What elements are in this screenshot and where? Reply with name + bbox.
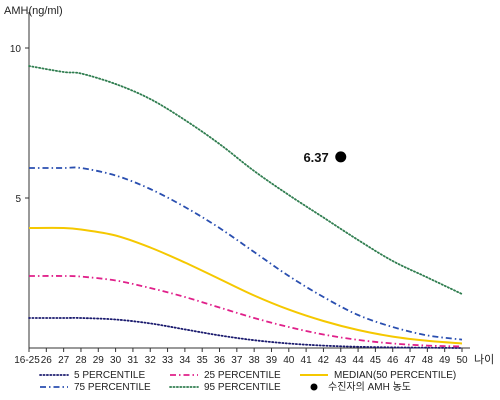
series-line-5 xyxy=(28,65,463,295)
x-tick-label: 40 xyxy=(283,355,295,366)
legend-label-3: MEDIAN(50 PERCENTILE) xyxy=(334,370,456,381)
x-axis-title: 나이 xyxy=(474,353,494,366)
patient-amh-point xyxy=(335,151,347,163)
legend-label-4: 75 PERCENTILE xyxy=(74,382,151,393)
x-tick-label: 48 xyxy=(422,355,434,366)
x-tick-label: 30 xyxy=(110,355,122,366)
x-tick-label: 38 xyxy=(249,355,261,366)
x-tick-label: 43 xyxy=(335,355,347,366)
x-tick-label: 31 xyxy=(127,355,139,366)
y-tick-label: 10 xyxy=(10,44,22,55)
legend-label-2: 25 PERCENTILE xyxy=(204,370,281,381)
x-tick-label: 44 xyxy=(353,355,365,366)
x-tick-label: 49 xyxy=(439,355,451,366)
x-tick-label: 37 xyxy=(231,355,243,366)
series-line-3 xyxy=(28,226,463,345)
x-tick-label: 47 xyxy=(404,355,416,366)
x-tick-label: 45 xyxy=(370,355,382,366)
legend-point-marker xyxy=(310,383,318,391)
x-tick-label: 32 xyxy=(145,355,157,366)
x-tick-label: 16-25 xyxy=(14,355,40,366)
series-line-1 xyxy=(28,316,463,349)
x-tick-label: 26 xyxy=(41,355,53,366)
x-tick-label: 35 xyxy=(197,355,209,366)
patient-amh-value-label: 6.37 xyxy=(303,150,328,165)
x-tick-label: 39 xyxy=(266,355,278,366)
x-tick-label: 42 xyxy=(318,355,330,366)
legend-label-5: 95 PERCENTILE xyxy=(204,382,281,393)
y-axis-title: AMH(ng/ml) xyxy=(4,5,63,17)
x-tick-label: 50 xyxy=(456,355,468,366)
x-tick-label: 34 xyxy=(179,355,191,366)
y-tick-label: 5 xyxy=(15,194,21,205)
x-tick-label: 27 xyxy=(58,355,70,366)
x-tick-label: 41 xyxy=(301,355,313,366)
x-tick-label: 29 xyxy=(93,355,105,366)
legend-label-1: 5 PERCENTILE xyxy=(74,370,145,381)
legend-point-label: 수진자의 AMH 농도 xyxy=(328,381,411,393)
series-line-4 xyxy=(29,166,463,341)
x-tick-label: 36 xyxy=(214,355,226,366)
x-tick-label: 28 xyxy=(75,355,87,366)
x-tick-label: 33 xyxy=(162,355,174,366)
series-line-2 xyxy=(28,275,463,348)
x-tick-label: 46 xyxy=(387,355,399,366)
